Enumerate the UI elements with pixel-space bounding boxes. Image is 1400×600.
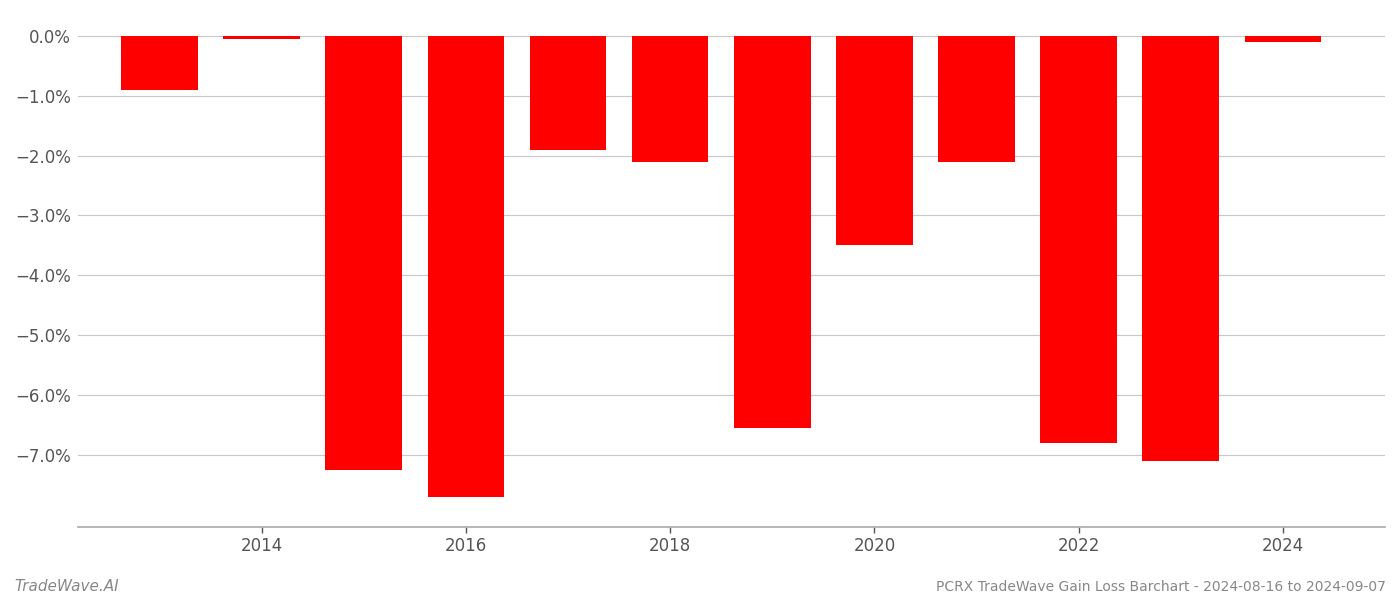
Bar [325, 36, 402, 470]
Text: PCRX TradeWave Gain Loss Barchart - 2024-08-16 to 2024-09-07: PCRX TradeWave Gain Loss Barchart - 2024… [937, 580, 1386, 594]
Bar [631, 36, 708, 161]
Bar [1040, 36, 1117, 443]
Bar [734, 36, 811, 428]
Bar [427, 36, 504, 497]
Bar [1142, 36, 1219, 461]
Bar [529, 36, 606, 149]
Text: TradeWave.AI: TradeWave.AI [14, 579, 119, 594]
Bar [1245, 36, 1322, 42]
Bar [836, 36, 913, 245]
Bar [938, 36, 1015, 161]
Bar [122, 36, 197, 90]
Bar [224, 36, 300, 39]
